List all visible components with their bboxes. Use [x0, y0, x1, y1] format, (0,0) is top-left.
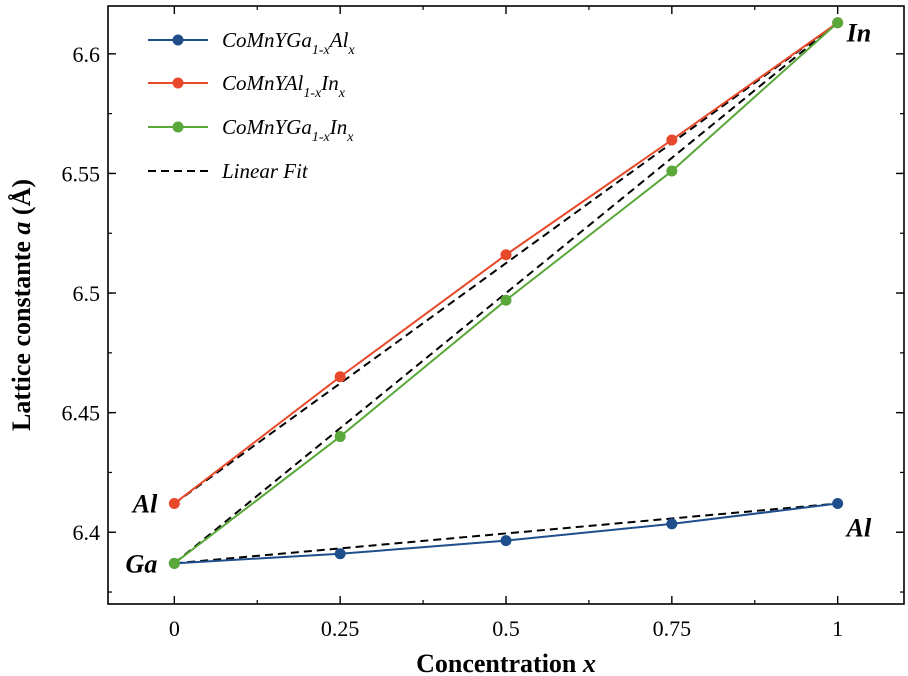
data-point — [500, 294, 512, 306]
data-point — [832, 17, 844, 29]
data-point — [500, 249, 512, 261]
data-point — [168, 498, 180, 510]
data-point — [666, 134, 678, 146]
y-tick-label: 6.5 — [73, 281, 101, 306]
y-tick-label: 6.45 — [62, 401, 101, 426]
legend: CoMnYGa1-xAlx CoMnYAl1-xInx CoMnYGa1-xInx L… — [148, 28, 355, 183]
x-tick-label: 0.75 — [653, 616, 692, 641]
axis-ticks: 0 0.25 0.5 0.75 1 6.4 6.45 6.5 6.55 6.6 — [62, 6, 904, 641]
linear-fit-line — [174, 502, 838, 565]
legend-marker — [172, 77, 184, 89]
annotation-label: Ga — [126, 549, 158, 578]
data-point — [666, 165, 678, 177]
data-point — [168, 557, 180, 569]
data-point — [666, 518, 678, 530]
data-point — [832, 498, 844, 510]
x-tick-label: 1 — [832, 616, 843, 641]
x-tick-label: 0.25 — [321, 616, 360, 641]
linear-fit-line — [173, 21, 839, 505]
legend-marker — [172, 121, 184, 133]
data-point — [334, 548, 346, 560]
y-axis-title: Lattice constante a (Å) — [7, 179, 36, 431]
series-group — [168, 17, 844, 569]
y-tick-label: 6.4 — [73, 520, 101, 545]
data-point — [334, 431, 346, 443]
legend-label: Linear Fit — [221, 159, 309, 183]
x-tick-label: 0 — [169, 616, 180, 641]
annotation-label: Al — [131, 490, 158, 519]
data-point — [500, 535, 512, 547]
x-tick-label: 0.5 — [492, 616, 520, 641]
linear-fit-lines — [173, 21, 839, 565]
end-point-annotations: Al Ga In Al — [126, 19, 872, 579]
series-group — [168, 498, 844, 569]
data-series — [168, 17, 844, 569]
legend-marker — [172, 34, 184, 46]
annotation-label: In — [846, 19, 872, 48]
y-tick-label: 6.6 — [73, 42, 101, 67]
legend-label: CoMnYGa1-xAlx — [222, 28, 355, 58]
legend-label: CoMnYAl1-xInx — [222, 71, 346, 101]
linear-fit-line — [173, 21, 839, 565]
x-axis-title: Concentration x — [416, 649, 596, 676]
legend-label: CoMnYGa1-xInx — [222, 115, 354, 145]
data-point — [334, 371, 346, 383]
annotation-label: Al — [845, 514, 872, 543]
y-tick-label: 6.55 — [62, 161, 101, 186]
